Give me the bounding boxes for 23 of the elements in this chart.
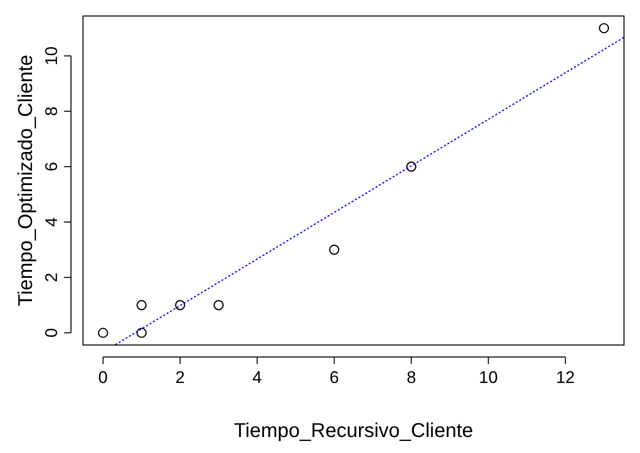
point [175,300,186,310]
y-tick-label: 0 [42,328,61,338]
y-axis-title: Tiempo_Optimizado_Cliente [15,54,37,306]
y-tick-label: 4 [42,217,61,227]
x-tick-label: 8 [406,368,416,387]
x-tick-label: 2 [175,368,185,387]
point [598,23,610,34]
y-tick-label: 10 [42,46,61,66]
point [136,300,147,310]
y-tick-label: 8 [42,106,61,116]
y-tick-label: 2 [42,272,61,282]
point [98,328,108,338]
x-tick-label: 12 [556,368,575,387]
point [406,162,416,172]
point [214,300,224,310]
point [329,244,340,255]
x-tick-label: 6 [330,368,339,387]
x-tick-label: 0 [98,368,108,387]
y-tick-label: 6 [42,162,61,172]
x-tick-label: 4 [252,368,262,387]
point [136,328,147,338]
x-axis-title: Tiempo_Recursivo_Cliente [234,420,474,442]
x-tick-label: 10 [478,368,498,387]
